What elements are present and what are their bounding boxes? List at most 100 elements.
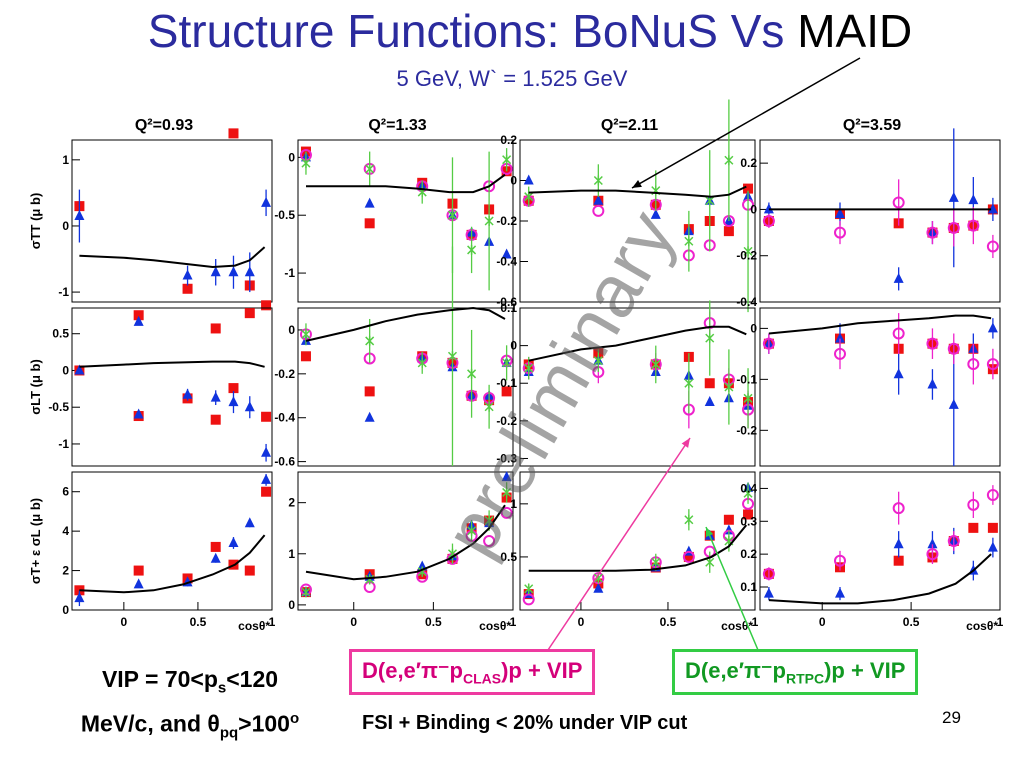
red-square-point <box>228 383 239 394</box>
panel-frame <box>519 471 756 611</box>
green-star-point <box>743 488 753 499</box>
blue-triangle-point <box>228 396 239 407</box>
blue-triangle-point <box>763 203 774 214</box>
blue-triangle-point <box>210 552 221 563</box>
blue-triangle-point <box>74 364 85 375</box>
y-tick-label: -0.2 <box>736 249 757 263</box>
y-tick-label: 0 <box>62 603 69 617</box>
panel-frame <box>759 471 1001 611</box>
red-square-point <box>723 514 734 525</box>
magenta-circle-point <box>986 489 999 501</box>
blue-triangle-point <box>927 378 938 389</box>
magenta-circle-point <box>592 204 605 217</box>
x-tick-label: 0.5 <box>425 615 442 629</box>
green-star-point <box>467 368 477 379</box>
legend-clas-suffix: )p + VIP <box>501 658 583 683</box>
maid-arrow <box>631 57 861 189</box>
blue-triangle-point <box>968 194 979 205</box>
x-tick-label: 0 <box>350 615 357 629</box>
panel: 0.5 0 -0.5 -1 <box>48 307 273 467</box>
magenta-circle-point <box>483 535 496 547</box>
legend-rtpc-prefix: D(e,e′π⁻p <box>685 658 786 683</box>
vip-line2-sub: pq <box>219 723 239 741</box>
magenta-circle-point <box>967 219 980 232</box>
magenta-circle-point <box>986 358 999 371</box>
page-title-maid: MAID <box>797 5 913 57</box>
blue-triangle-point <box>182 388 193 399</box>
blue-triangle-point <box>893 368 904 379</box>
red-square-point <box>261 486 272 497</box>
blue-triangle-point <box>948 191 959 202</box>
y-tick-label: 0.2 <box>740 547 757 561</box>
vip-line1-a: VIP = 70<p <box>101 666 218 692</box>
page-subtitle: 5 GeV, W` = 1.525 GeV <box>396 66 628 91</box>
blue-triangle-point <box>182 269 193 280</box>
fsi-note: FSI + Binding < 20% under VIP cut <box>362 712 688 734</box>
legend-clas-sub: CLAS <box>462 670 502 687</box>
y-tick-label: -0.6 <box>274 455 295 469</box>
red-square-point <box>893 555 904 566</box>
x-tick-label: 1 <box>997 615 1004 629</box>
red-square-point <box>968 522 979 533</box>
red-square-point <box>743 183 754 194</box>
x-tick-label: 1 <box>510 615 517 629</box>
green-star-point <box>301 329 311 340</box>
magenta-circle-point <box>762 215 775 227</box>
vip-line2-b: >100 <box>238 710 290 737</box>
rtpc-arrow-head <box>705 527 714 537</box>
red-square-point <box>182 283 193 294</box>
maid-curve <box>528 325 747 362</box>
blue-triangle-point <box>74 592 85 603</box>
vip-line2-sup: o <box>289 709 300 727</box>
vip-line1-b: <120 <box>226 666 279 692</box>
y-tick-label: -0.2 <box>496 214 517 228</box>
blue-triangle-point <box>927 538 938 549</box>
green-star-point <box>684 236 694 247</box>
panel: 0.1 0 -0.1 -0.2 -0.3 <box>496 300 756 467</box>
row-axis-label: σLT (μ b) <box>28 359 43 415</box>
x-axis-label: cosθ* <box>721 619 753 633</box>
blue-triangle-point <box>893 538 904 549</box>
green-star-point <box>651 359 661 370</box>
red-square-point <box>210 541 221 552</box>
y-tick-label: 2 <box>288 496 295 510</box>
blue-triangle-point <box>261 196 272 207</box>
y-tick-label: 0.5 <box>52 327 69 341</box>
y-tick-label: 2 <box>62 564 69 578</box>
y-tick-label: -0.1 <box>496 376 517 390</box>
green-star-point <box>484 216 494 226</box>
green-star-point <box>651 557 661 568</box>
maid-curve <box>79 360 265 368</box>
green-star-point <box>743 393 753 404</box>
y-tick-label: -0.4 <box>736 295 757 309</box>
green-star-point <box>467 244 477 255</box>
green-star-point <box>301 587 311 598</box>
blue-triangle-point <box>133 408 144 419</box>
blue-triangle-point <box>593 582 604 593</box>
green-star-point <box>502 154 512 165</box>
y-tick-label: 0 <box>62 219 69 233</box>
blue-triangle-point <box>228 536 239 547</box>
blue-triangle-point <box>210 266 221 277</box>
legend-rtpc: D(e,e′π⁻pRTPC)p + VIP <box>672 649 919 696</box>
magenta-circle-point <box>926 548 939 561</box>
x-tick-label: 1 <box>269 615 276 629</box>
vip-cut-line-1: VIP = 70<ps<120 <box>40 664 340 704</box>
y-tick-label: -0.5 <box>48 400 69 414</box>
y-tick-label: -1 <box>58 437 69 451</box>
maid-arrow-head <box>632 180 642 188</box>
magenta-circle-point <box>892 502 905 515</box>
red-square-point <box>261 300 272 311</box>
blue-triangle-point <box>893 272 904 283</box>
green-star-point <box>467 525 477 536</box>
green-star-point <box>417 357 427 368</box>
magenta-circle-point <box>834 347 846 360</box>
blue-triangle-point <box>364 197 375 208</box>
y-tick-label: -0.4 <box>496 255 517 269</box>
y-tick-label: -1 <box>58 285 69 299</box>
x-tick-label: 0.5 <box>190 615 207 629</box>
green-star-point <box>684 378 694 389</box>
red-square-point <box>300 351 311 362</box>
red-square-point <box>244 308 255 319</box>
